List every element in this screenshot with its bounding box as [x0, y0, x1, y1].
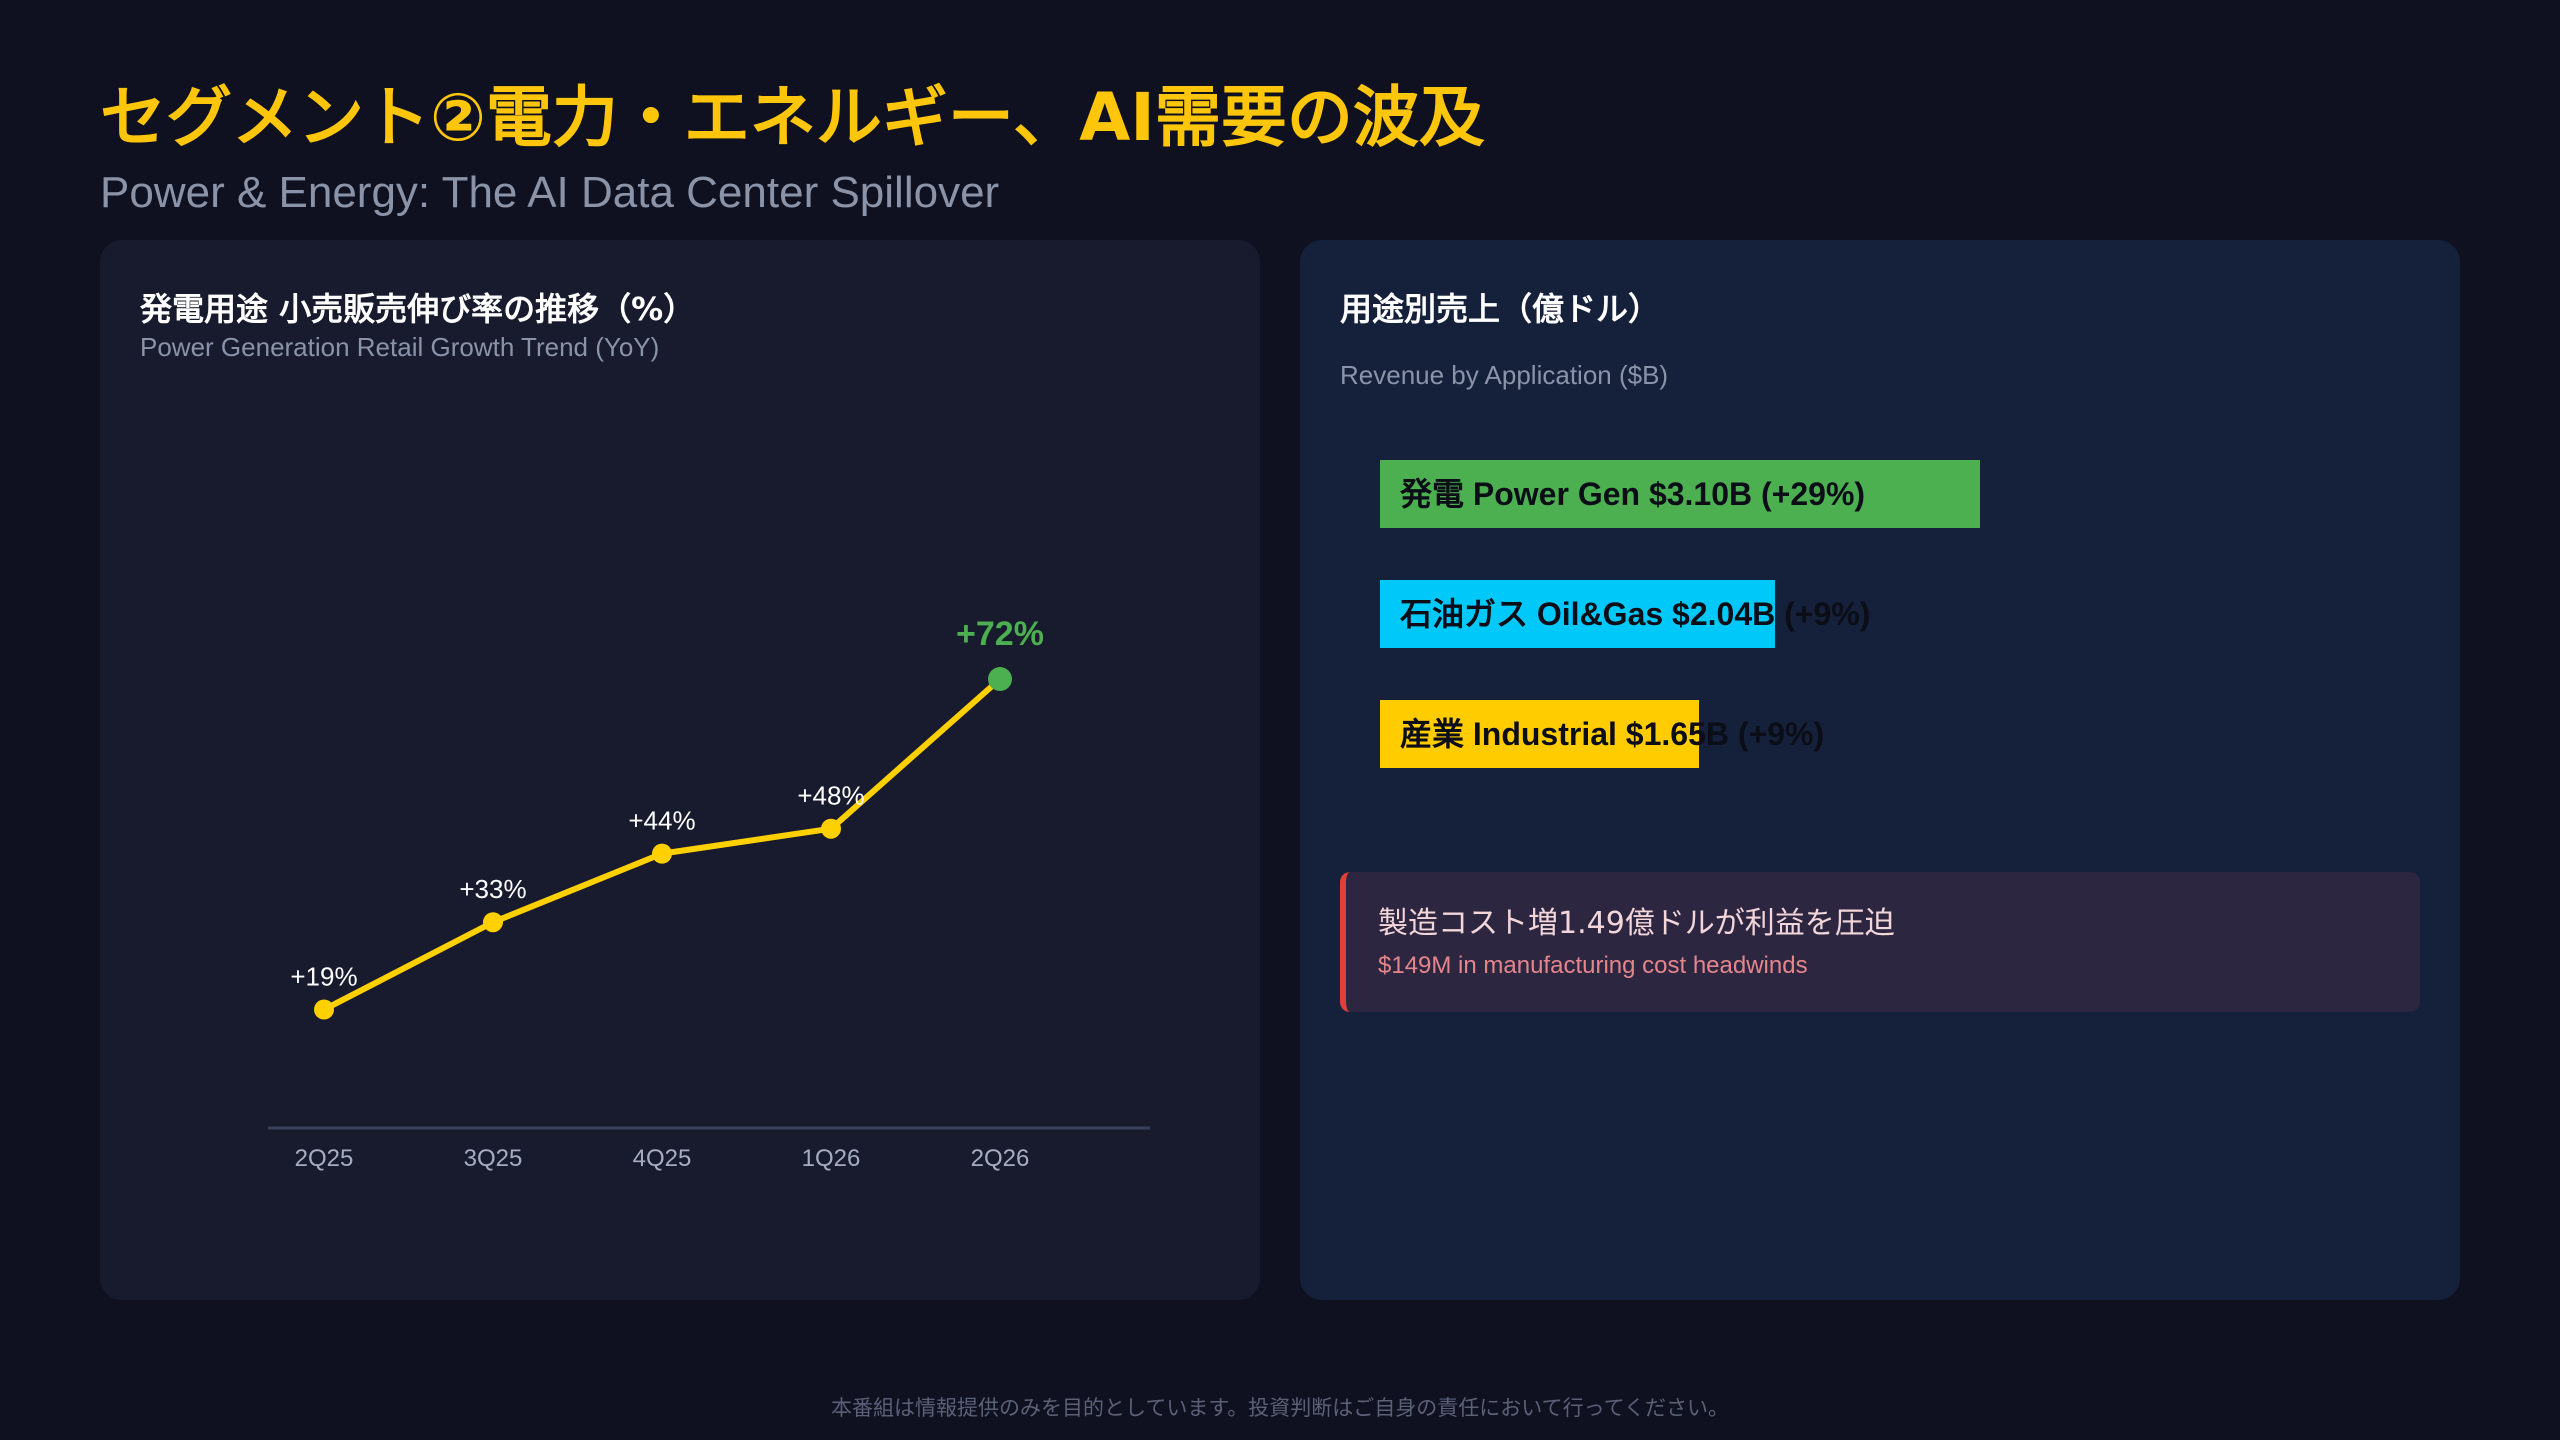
data-point-3q25 — [483, 912, 503, 933]
disclaimer-footer: 本番組は情報提供のみを目的としています。投資判断はご自身の責任において行ってくだ… — [831, 1396, 1729, 1420]
data-point-2q26 — [988, 667, 1012, 692]
revenue-bar-label-3: 産業 Industrial $1.65B (+9%) — [1400, 716, 1825, 752]
data-point-1q26 — [821, 818, 841, 839]
callout-title: 製造コスト増1.49億ドルが利益を圧迫 — [1378, 906, 1895, 941]
data-label-2q25: +19% — [290, 962, 357, 992]
growth-chart-title: 発電用途 小売販売伸び率の推移（%） — [140, 290, 696, 328]
revenue-chart-title: 用途別売上（億ドル） — [1340, 290, 1661, 328]
growth-chart-subtitle: Power Generation Retail Growth Trend (Yo… — [140, 332, 660, 362]
revenue-by-application-card: 用途別売上（億ドル） Revenue by Application ($B) 発… — [1300, 240, 2460, 1300]
x-tick-2q26: 2Q26 — [971, 1145, 1030, 1172]
data-point-4q25 — [652, 843, 672, 864]
callout-subtitle: $149M in manufacturing cost headwinds — [1378, 952, 1808, 979]
x-tick-1q26: 1Q26 — [802, 1145, 861, 1172]
x-tick-4q25: 4Q25 — [633, 1145, 692, 1172]
cost-headwind-callout: 製造コスト増1.49億ドルが利益を圧迫 $149M in manufacturi… — [1340, 872, 2420, 1012]
data-label-2q26: +72% — [956, 615, 1044, 653]
x-tick-3q25: 3Q25 — [464, 1145, 523, 1172]
page-title: セグメント②電力・エネルギー、AI需要の波及 — [100, 79, 1485, 156]
data-label-3q25: +33% — [459, 874, 526, 904]
page-subtitle: Power & Energy: The AI Data Center Spill… — [100, 168, 1000, 217]
growth-trend-card: 発電用途 小売販売伸び率の推移（%） Power Generation Reta… — [100, 240, 1260, 1300]
x-tick-2q25: 2Q25 — [295, 1145, 354, 1172]
revenue-bar-1 — [1380, 460, 1980, 528]
growth-line-chart: +19% 2Q25 +33% 3Q25 +44% 4Q25 +48% 1Q26 +72% 2Q26 — [268, 615, 1150, 1172]
revenue-bar-label-2: 石油ガス Oil&Gas $2.04B (+9%) — [1400, 596, 1871, 632]
revenue-bar-3 — [1380, 700, 1699, 768]
revenue-chart-subtitle: Revenue by Application ($B) — [1340, 360, 1669, 390]
revenue-bar-label-1: 発電 Power Gen $3.10B (+29%) — [1400, 476, 1866, 512]
data-point-2q25 — [314, 999, 334, 1020]
revenue-bar-2 — [1380, 580, 1775, 648]
data-label-4q25: +44% — [628, 806, 695, 836]
data-label-1q26: +48% — [797, 781, 864, 811]
